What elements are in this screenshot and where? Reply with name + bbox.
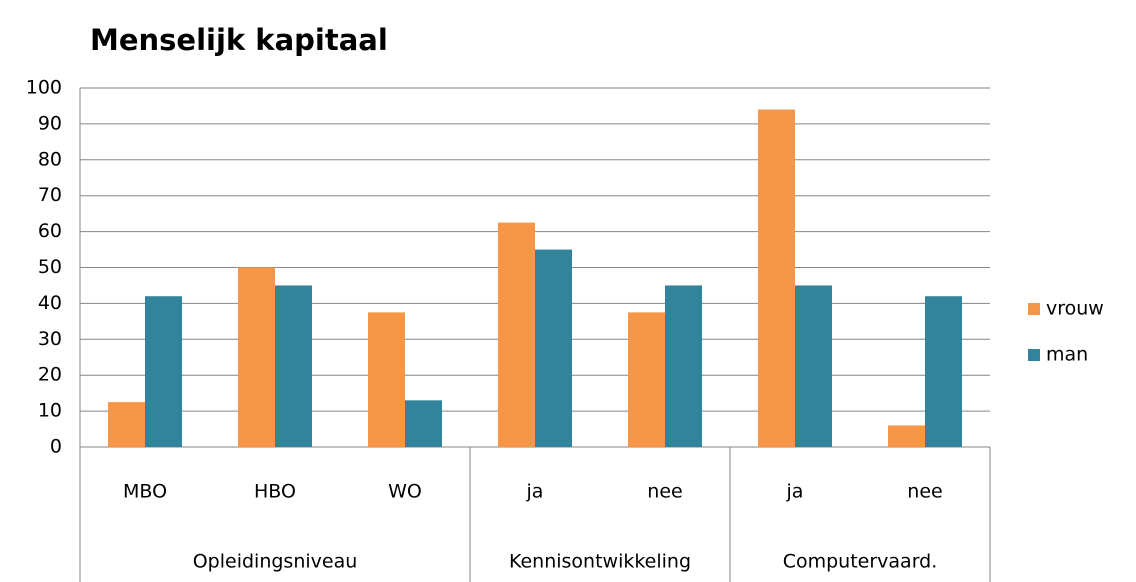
y-tick-label: 70 [38,184,62,206]
bar [795,285,832,447]
bar [238,267,275,447]
y-tick-label: 0 [50,436,62,458]
y-tick-label: 100 [26,77,62,99]
x-tick-label: ja [526,481,544,503]
x-tick-label: MBO [123,481,167,503]
y-tick-label: 60 [38,220,62,242]
bar [145,296,182,447]
bar [108,402,145,447]
bar [405,400,442,447]
y-tick-label: 20 [38,364,62,386]
bar [535,249,572,447]
bar [665,285,702,447]
bar [925,296,962,447]
y-tick-label: 90 [38,112,62,134]
legend-swatch [1028,349,1040,361]
group-label: Computervaard. [783,551,938,573]
y-tick-label: 10 [38,400,62,422]
y-tick-label: 50 [38,256,62,278]
group-label: Kennisontwikkeling [509,551,691,573]
x-tick-label: nee [907,481,942,503]
x-tick-label: WO [388,481,422,503]
chart-title: Menselijk kapitaal [90,23,388,57]
bar [498,222,535,447]
x-tick-label: HBO [254,481,296,503]
y-tick-label: 40 [38,292,62,314]
bar [275,285,312,447]
y-tick-label: 80 [38,148,62,170]
bar [368,312,405,447]
group-label: Opleidingsniveau [193,551,358,573]
x-tick-label: nee [647,481,682,503]
bar [888,425,925,447]
y-tick-label: 30 [38,328,62,350]
legend-swatch [1028,303,1040,315]
x-tick-label: ja [786,481,804,503]
legend-label: man [1046,344,1088,366]
legend-label: vrouw [1046,298,1104,320]
bar [628,312,665,447]
bar [758,109,795,447]
